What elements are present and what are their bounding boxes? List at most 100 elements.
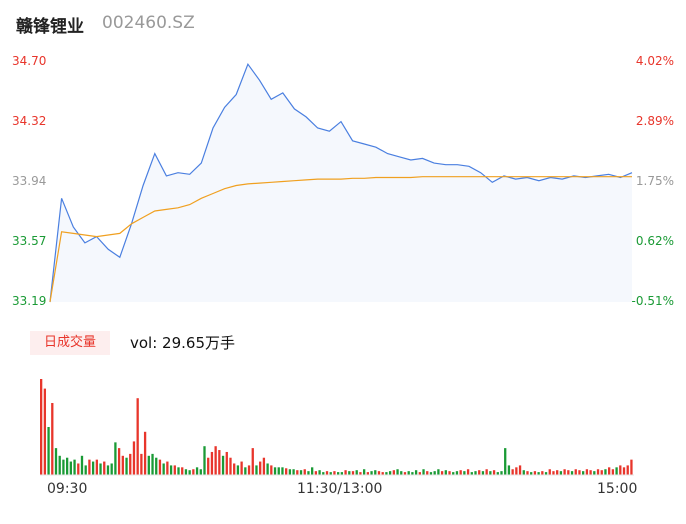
volume-bar: [281, 467, 284, 475]
volume-bar: [626, 465, 629, 475]
volume-bar: [91, 461, 95, 475]
volume-bar: [407, 471, 410, 475]
volume-bar: [392, 470, 395, 475]
volume-bar: [452, 472, 455, 475]
volume-bar: [181, 467, 184, 475]
volume-bar: [418, 472, 421, 475]
volume-bar: [496, 472, 499, 475]
volume-bar: [589, 470, 592, 475]
volume-bar: [348, 471, 351, 475]
volume-bar: [307, 471, 310, 475]
volume-bar: [229, 457, 232, 475]
y-right-label-3: 0.62%: [635, 234, 674, 248]
price-layer: [49, 62, 633, 303]
volume-bar: [51, 403, 54, 475]
volume-bar: [140, 453, 143, 475]
volume-bar: [207, 457, 210, 475]
volume-bar: [47, 427, 50, 475]
volume-bar: [600, 470, 603, 475]
y-left-label-3: 33.57: [12, 234, 47, 248]
volume-bar: [143, 431, 147, 475]
volume-bar: [622, 467, 626, 475]
volume-layer: [40, 379, 634, 476]
volume-bar: [426, 471, 429, 475]
volume-bar: [366, 472, 369, 475]
volume-bar: [533, 471, 537, 475]
volume-bar: [54, 448, 58, 475]
volume-bar: [541, 471, 544, 475]
volume-bar: [507, 465, 511, 475]
volume-bar: [40, 379, 43, 475]
volume-bar: [619, 465, 622, 475]
volume-tab[interactable]: 日成交量: [30, 331, 110, 355]
volume-bar: [585, 469, 589, 475]
volume-bar: [125, 457, 128, 475]
volume-bar: [511, 469, 514, 475]
volume-bar: [492, 470, 496, 475]
volume-bar: [77, 463, 80, 475]
volume-bar: [244, 467, 247, 475]
volume-bar: [73, 459, 76, 475]
volume-bar: [388, 471, 392, 475]
volume-bar: [630, 459, 633, 475]
y-right-label-0: 4.02%: [635, 54, 674, 68]
volume-bar: [270, 465, 273, 475]
y-right-label-4: -0.51%: [631, 294, 674, 308]
volume-bar: [162, 463, 165, 475]
volume-bar: [433, 471, 436, 475]
volume-bar: [500, 471, 503, 475]
volume-bar: [515, 467, 518, 475]
volume-bar: [121, 455, 124, 475]
volume-bar: [574, 469, 577, 475]
volume-bar: [422, 469, 425, 475]
volume-bar: [582, 471, 585, 475]
volume-bar: [437, 469, 440, 475]
volume-bar: [381, 472, 384, 475]
volume-bar: [344, 470, 347, 475]
volume-bar: [556, 470, 559, 475]
volume-bar: [544, 472, 548, 475]
volume-bar: [604, 469, 607, 475]
volume-bar: [303, 469, 306, 475]
volume-bar: [400, 471, 403, 475]
volume-bar: [247, 465, 251, 475]
volume-bar: [522, 470, 525, 475]
volume-bar: [262, 457, 266, 475]
price-line: [49, 62, 633, 303]
y-right-label-1: 2.89%: [635, 114, 674, 128]
volume-bar: [351, 471, 355, 475]
volume-bar: [440, 471, 444, 475]
volume-bar: [485, 469, 488, 475]
volume-bar: [117, 448, 121, 475]
volume-bar: [570, 471, 574, 475]
volume-bar: [184, 469, 188, 475]
volume-bar: [322, 472, 325, 475]
y-left-label-4: 33.19: [12, 294, 47, 308]
volume-bar: [188, 470, 191, 475]
volume-bar: [355, 470, 358, 475]
volume-bar: [466, 469, 470, 475]
volume-bar: [548, 469, 551, 475]
volume-bar: [340, 472, 344, 475]
volume-bar: [377, 471, 381, 475]
stock-code: 002460.SZ: [102, 13, 195, 33]
volume-bar: [455, 471, 459, 475]
volume-bar: [233, 463, 236, 475]
volume-bar: [611, 469, 615, 475]
volume-bar: [266, 463, 269, 475]
volume-bar: [478, 470, 481, 475]
volume-bar: [147, 455, 150, 475]
volume-bar: [578, 470, 581, 475]
volume-bar: [444, 470, 447, 475]
y-left-label-0: 34.70: [12, 54, 47, 68]
volume-bar: [526, 471, 529, 475]
volume-bar: [221, 455, 225, 475]
volume-bar: [236, 465, 240, 475]
volume-bar: [318, 470, 321, 475]
volume-bar: [240, 461, 243, 475]
volume-bar: [155, 457, 158, 475]
volume-bar: [299, 470, 303, 475]
volume-bar: [385, 472, 388, 475]
volume-bar: [169, 465, 173, 475]
volume-bar: [329, 472, 332, 475]
